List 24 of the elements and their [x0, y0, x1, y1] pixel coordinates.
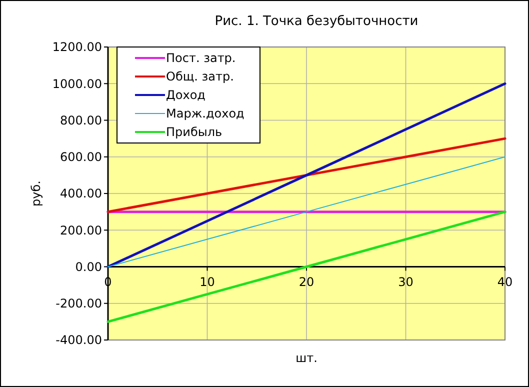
- x-tick-label: 30: [398, 274, 414, 289]
- x-tick-label: 40: [497, 274, 513, 289]
- y-tick-label: 0.00: [75, 260, 102, 274]
- legend-label: Прибыль: [166, 125, 222, 140]
- x-tick-label: 10: [200, 274, 215, 289]
- line-series: [106, 82, 506, 268]
- legend-label: Марж.доход: [166, 106, 244, 121]
- line-series: [106, 137, 506, 214]
- y-tick-label: -200.00: [56, 296, 102, 311]
- y-tick-label: 600.00: [60, 150, 102, 164]
- y-tick-label: 800.00: [60, 113, 102, 128]
- legend-label: Доход: [166, 88, 206, 102]
- legend-label: Пост. затр.: [166, 51, 236, 66]
- y-tick-label: 1200.00: [52, 40, 102, 54]
- x-tick-label: 20: [298, 274, 314, 289]
- y-tick-label: -400.00: [56, 333, 102, 348]
- y-tick-label: 400.00: [60, 186, 102, 201]
- y-axis-title: руб.: [29, 180, 43, 206]
- line-series: [108, 156, 506, 268]
- y-tick-label: 200.00: [60, 223, 102, 238]
- chart-title: Рис. 1. Точка безубыточности: [214, 14, 418, 29]
- legend-label: Общ. затр.: [166, 70, 234, 84]
- x-axis-title: шт.: [296, 351, 318, 365]
- y-tick-label: 1000.00: [52, 76, 102, 91]
